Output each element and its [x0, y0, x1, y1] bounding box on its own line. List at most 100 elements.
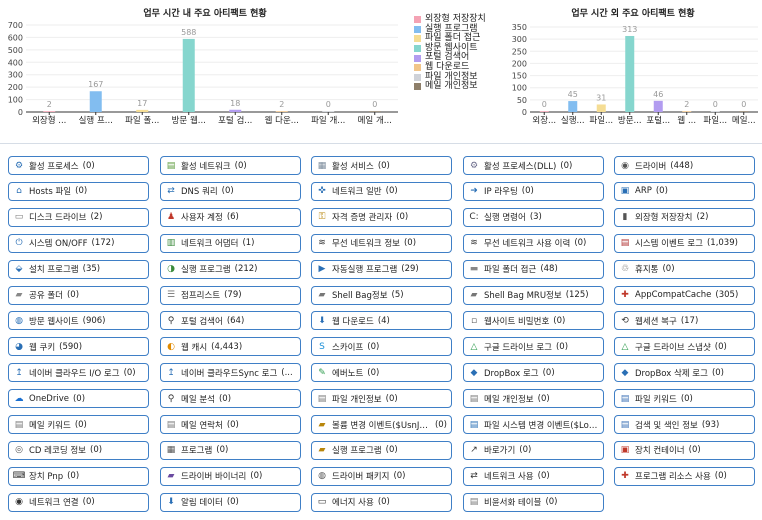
bar[interactable]: [136, 109, 149, 112]
artifact-button[interactable]: ⟲ 웹세션 복구 (17): [614, 311, 755, 331]
artifact-button[interactable]: ≋ 무선 네트워크 사용 이력 (0): [463, 233, 604, 253]
bar[interactable]: [89, 91, 102, 112]
artifact-button[interactable]: ⬙ 설치 프로그램 (35): [8, 259, 149, 279]
artifact-button[interactable]: ▤ 메일 키워드 (0): [8, 415, 149, 434]
artifact-button[interactable]: ☁ OneDrive (0): [8, 389, 149, 409]
bar[interactable]: [229, 109, 242, 112]
artifact-button[interactable]: ✎ 에버노트 (0): [311, 363, 452, 383]
artifact-button[interactable]: ▰ Shell Bag정보 (5): [311, 285, 452, 305]
artifact-button[interactable]: ▦ 활성 서비스 (0): [311, 156, 452, 175]
artifact-button[interactable]: ➜ IP 라우팅 (0): [463, 181, 604, 201]
artifact-button[interactable]: △ 구글 드라이브 스냅샷 (0): [614, 337, 755, 357]
artifact-button[interactable]: ◍ 방문 웹사이트 (906): [8, 311, 149, 331]
artifact-button[interactable]: ▦ 프로그램 (0): [160, 440, 301, 460]
artifact-button[interactable]: ≋ 무선 네트워크 정보 (0): [311, 233, 452, 253]
artifact-button[interactable]: ▮ 외장형 저장장치 (2): [614, 207, 755, 227]
legend-item[interactable]: 파일 폴더 접근: [414, 34, 486, 44]
artifact-button[interactable]: C: 실행 명령어 (3): [463, 207, 604, 227]
bar[interactable]: [368, 111, 381, 112]
artifact-button[interactable]: ▤ 파일 시스템 변경 이벤트($Log...: [463, 415, 604, 434]
artifact-button[interactable]: △ 구글 드라이브 로그 (0): [463, 337, 604, 357]
artifact-button[interactable]: ▰ 실행 프로그램 (0): [311, 440, 452, 460]
artifact-button[interactable]: ◎ CD 레코딩 정보 (0): [8, 440, 149, 460]
artifact-button[interactable]: ▤ 시스템 이벤트 로그 (1,039): [614, 233, 755, 253]
artifact-button[interactable]: ↥ 네이버 클라우드 I/O 로그 (0): [8, 363, 149, 383]
artifact-button[interactable]: ⏻ 시스템 ON/OFF (172): [8, 233, 149, 253]
artifact-button[interactable]: ⚲ 메일 분석 (0): [160, 389, 301, 409]
artifact-button[interactable]: ▭ 에너지 사용 (0): [311, 492, 452, 512]
legend-item[interactable]: 방문 웹사이트: [414, 43, 486, 54]
artifact-button[interactable]: ⬇ 알림 데이터 (0): [160, 492, 301, 512]
artifact-button[interactable]: ▰ 공유 폴더 (0): [8, 285, 149, 305]
artifact-button[interactable]: ↗ 바로가기 (0): [463, 440, 604, 460]
artifact-count: (0): [655, 186, 668, 197]
artifact-button[interactable]: ⬇ 웹 다운로드 (4): [311, 311, 452, 331]
artifact-button[interactable]: ▬ 파일 폴더 접근 (48): [463, 259, 604, 279]
artifact-button[interactable]: ♲ 휴지통 (0): [614, 259, 755, 279]
artifact-button[interactable]: ▤ 파일 키워드 (0): [614, 389, 755, 409]
artifact-button[interactable]: ▤ 검색 및 색인 정보 (93): [614, 415, 755, 434]
artifact-button[interactable]: ▤ 메일 개인정보 (0): [463, 389, 604, 409]
legend-item[interactable]: 실행 프로그램: [414, 24, 486, 35]
artifact-button[interactable]: ▣ 장치 컨테이너 (0): [614, 440, 755, 460]
artifact-button[interactable]: ☰ 점프리스트 (79): [160, 285, 301, 305]
bar[interactable]: [322, 111, 335, 112]
artifact-button[interactable]: ⚿ 자격 증명 관리자 (0): [311, 207, 452, 227]
artifact-button[interactable]: ✜ 네트워크 일반 (0): [311, 181, 452, 201]
bar[interactable]: [596, 104, 606, 112]
bar[interactable]: [568, 101, 578, 112]
bar[interactable]: [682, 111, 692, 112]
artifact-button[interactable]: ◕ 웹 쿠키 (590): [8, 337, 149, 357]
artifact-label: Hosts 파일: [29, 187, 72, 198]
artifact-button[interactable]: ▤ 비윤서화 테이블 (0): [463, 492, 604, 512]
artifact-button[interactable]: S 스카이프 (0): [311, 337, 452, 357]
bar[interactable]: [653, 100, 663, 112]
artifact-button[interactable]: ◐ 웹 캐시 (4,443): [160, 337, 301, 357]
artifact-button[interactable]: ✚ AppCompatCache (305): [614, 285, 755, 305]
artifact-button[interactable]: ◆ DropBox 삭제 로그 (0): [614, 363, 755, 383]
artifact-button[interactable]: ⇄ DNS 쿼리 (0): [160, 181, 301, 201]
artifact-button[interactable]: ⚙ 활성 프로세스(DLL) (0): [463, 156, 604, 175]
artifact-button[interactable]: ▭ 디스크 드라이브 (2): [8, 207, 149, 227]
artifact-button[interactable]: ◉ 네트워크 연결 (0): [8, 492, 149, 512]
artifact-button[interactable]: ◑ 실행 프로그램 (212): [160, 259, 301, 279]
artifact-button[interactable]: ⚲ 포털 검색어 (64): [160, 311, 301, 331]
bar[interactable]: [275, 111, 288, 112]
artifact-button[interactable]: ✚ 프로그램 리소스 사용 (0): [614, 466, 755, 486]
artifact-button[interactable]: ◍ 드라이버 패키지 (0): [311, 466, 452, 486]
bar[interactable]: [539, 111, 549, 112]
artifact-button[interactable]: ▰ 드라이버 바이너리 (0): [160, 466, 301, 486]
artifact-button[interactable]: ↥ 네이버 클라우드Sync 로그 (...: [160, 363, 301, 383]
bar[interactable]: [43, 111, 56, 112]
legend-item[interactable]: 웹 다운로드: [414, 62, 486, 73]
artifact-button[interactable]: ⇄ 네트워크 사용 (0): [463, 466, 604, 486]
bar[interactable]: [182, 38, 195, 112]
artifact-button[interactable]: ▫ 웹사이트 비밀번호 (0): [463, 311, 604, 331]
artifact-button[interactable]: ▤ 메일 연락처 (0): [160, 415, 301, 434]
bar[interactable]: [710, 111, 720, 112]
artifact-button[interactable]: ▰ 볼륨 변경 이벤트($UsnJrnl) (0): [311, 415, 452, 434]
artifact-button[interactable]: ♟ 사용자 계정 (6): [160, 207, 301, 227]
legend-item[interactable]: 파일 개인정보: [414, 72, 486, 83]
legend-item[interactable]: 외장형 저장장치: [414, 14, 486, 25]
artifact-button[interactable]: ⚙ 활성 프로세스 (0): [8, 156, 149, 175]
bar[interactable]: [625, 35, 635, 112]
artifact-button[interactable]: ▶ 자동실행 프로그램 (29): [311, 259, 452, 279]
artifact-count: (0): [367, 341, 380, 352]
artifact-button[interactable]: ▰ Shell Bag MRU정보 (125): [463, 285, 604, 305]
artifact-button[interactable]: ▤ 파일 개인정보 (0): [311, 389, 452, 409]
legend-item[interactable]: 포털 검색어: [414, 53, 486, 63]
artifact-button[interactable]: ▣ ARP (0): [614, 181, 755, 201]
artifact-label: 네이버 클라우드 I/O 로그: [29, 368, 120, 379]
artifact-button[interactable]: ▥ 네트워크 어댑터 (1): [160, 233, 301, 253]
network-card-icon: ▤: [166, 160, 176, 171]
artifact-button[interactable]: ⌂ Hosts 파일 (0): [8, 181, 149, 201]
artifact-label: 프로그램 리소스 사용: [635, 472, 711, 483]
artifact-button[interactable]: ◉ 드라이버 (448): [614, 156, 755, 175]
bar[interactable]: [739, 111, 749, 112]
artifact-count: (6): [226, 212, 239, 223]
artifact-button[interactable]: ⌨ 장치 Pnp (0): [8, 466, 149, 486]
artifact-button[interactable]: ◆ DropBox 로그 (0): [463, 363, 604, 383]
artifact-button[interactable]: ▤ 활성 네트워크 (0): [160, 156, 301, 175]
legend-item[interactable]: 메일 개인정보: [414, 82, 486, 92]
